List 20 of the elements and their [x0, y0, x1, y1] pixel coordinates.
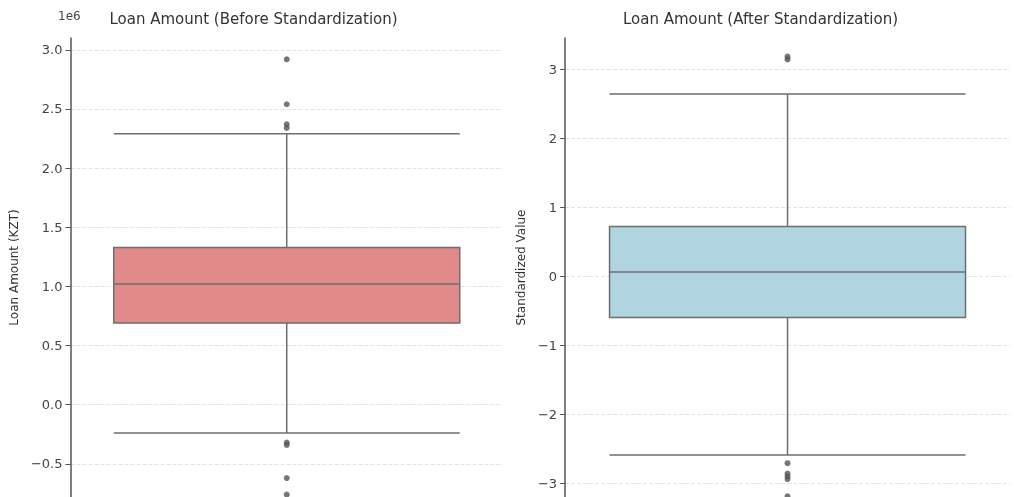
y-tick-label: 1: [548, 199, 558, 215]
chart-title: Loan Amount (After Standardization): [622, 9, 899, 28]
y-tick-label: −3: [537, 475, 558, 491]
y-tick-label: 1.5: [41, 219, 63, 235]
y-tick-label: 0.5: [41, 338, 63, 354]
y-tick-label: 2.0: [41, 160, 63, 176]
y-tick-label: 3: [548, 61, 558, 77]
y-tick-label: −2: [537, 406, 558, 422]
y-tick-label: 2: [548, 130, 558, 146]
chart-title: Loan Amount (Before Standardization): [109, 9, 398, 28]
y-tick-label: −0.5: [30, 456, 63, 472]
y-tick-label: 1.0: [41, 278, 63, 294]
y-axis-title: Loan Amount (KZT): [7, 209, 21, 326]
y-tick-label: 0: [548, 268, 558, 284]
text: 1e6: [58, 9, 81, 23]
y-tick-label: 2.5: [41, 101, 63, 117]
y-tick-label: −1: [537, 337, 558, 353]
y-tick-label: 3.0: [41, 42, 63, 58]
y-tick-label: 0.0: [41, 397, 63, 413]
y-axis-title: Standardized Value: [514, 209, 528, 326]
